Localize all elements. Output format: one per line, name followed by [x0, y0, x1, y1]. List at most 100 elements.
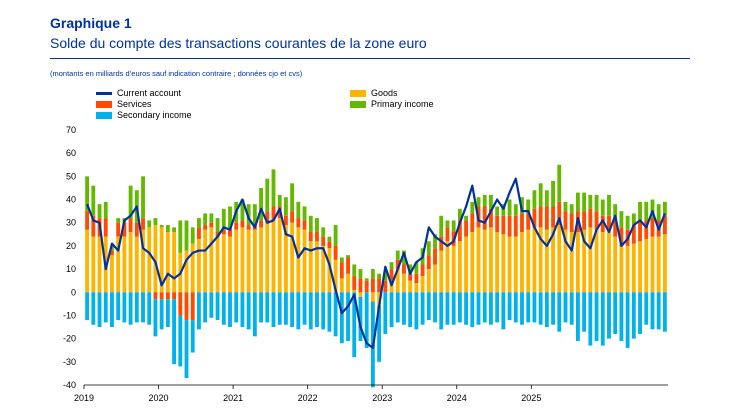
- bar-primary_income: [103, 201, 108, 219]
- bar-secondary_income: [203, 292, 208, 323]
- bar-primary_income: [551, 181, 555, 207]
- bar-goods: [321, 245, 326, 293]
- bar-goods: [544, 229, 549, 293]
- bar-primary_income: [588, 194, 593, 209]
- bar-goods: [513, 236, 518, 293]
- bar-secondary_income: [426, 292, 431, 321]
- bar-secondary_income: [662, 292, 667, 332]
- bar-goods: [482, 229, 487, 293]
- bar-secondary_income: [215, 292, 220, 321]
- bar-goods: [234, 229, 239, 293]
- bar-primary_income: [389, 262, 394, 270]
- bar-goods: [153, 225, 158, 293]
- bar-primary_income: [178, 220, 183, 253]
- bar-services: [501, 215, 506, 235]
- bar-goods: [408, 280, 413, 293]
- bar-goods: [501, 234, 506, 293]
- bar-services: [377, 278, 382, 293]
- y-tick-label: -20: [63, 334, 76, 344]
- bar-secondary_income: [619, 292, 624, 341]
- legend-swatch: [96, 100, 112, 108]
- bar-goods: [582, 229, 587, 293]
- y-tick-label: 50: [66, 171, 76, 181]
- y-tick-label: 60: [66, 148, 76, 158]
- bar-primary_income: [339, 257, 344, 263]
- bar-services: [203, 225, 208, 230]
- bar-goods: [265, 222, 270, 293]
- bar-services: [165, 292, 170, 300]
- bar-primary_income: [321, 227, 326, 237]
- bar-primary_income: [209, 213, 214, 223]
- legend-label: Current account: [117, 88, 182, 98]
- bar-goods: [569, 232, 574, 293]
- bar-services: [662, 215, 667, 235]
- bar-primary_income: [631, 213, 636, 226]
- bar-goods: [172, 232, 177, 293]
- bar-secondary_income: [339, 292, 344, 344]
- bar-goods: [420, 276, 425, 293]
- bar-secondary_income: [91, 292, 96, 325]
- bar-primary_income: [476, 197, 481, 207]
- bar-secondary_income: [594, 292, 599, 341]
- bar-secondary_income: [116, 292, 121, 321]
- bar-secondary_income: [551, 292, 555, 325]
- legend-services: Services: [96, 99, 152, 109]
- bar-goods: [414, 283, 419, 293]
- bar-secondary_income: [439, 292, 444, 330]
- bar-services: [246, 225, 251, 230]
- bar-goods: [538, 227, 543, 293]
- bar-primary_income: [172, 227, 177, 232]
- bar-primary_income: [165, 225, 170, 232]
- bar-secondary_income: [209, 292, 214, 318]
- bar-services: [526, 213, 531, 230]
- bar-goods: [426, 269, 431, 293]
- bar-services: [389, 269, 394, 283]
- bar-primary_income: [283, 197, 288, 216]
- bar-primary_income: [501, 204, 506, 216]
- bar-services: [302, 220, 307, 230]
- bar-primary_income: [190, 227, 195, 244]
- bar-secondary_income: [513, 292, 518, 323]
- bar-goods: [370, 292, 375, 302]
- legend-primary-income: Primary income: [350, 99, 434, 109]
- bar-primary_income: [638, 201, 642, 221]
- bar-goods: [557, 225, 562, 293]
- y-tick-label: -40: [63, 380, 76, 390]
- bar-goods: [445, 241, 450, 293]
- bar-secondary_income: [259, 292, 263, 323]
- bar-primary_income: [197, 218, 201, 228]
- bar-secondary_income: [644, 292, 649, 325]
- bar-services: [296, 218, 301, 228]
- bar-secondary_income: [85, 292, 90, 321]
- bar-services: [141, 218, 145, 230]
- y-tick-label: 30: [66, 218, 76, 228]
- bar-primary_income: [296, 201, 301, 219]
- x-tick-label: 2021: [223, 393, 243, 403]
- bar-secondary_income: [346, 292, 350, 341]
- legend-swatch: [96, 111, 112, 119]
- bar-secondary_income: [656, 292, 661, 330]
- bar-primary_income: [271, 169, 276, 207]
- bar-goods: [526, 229, 531, 293]
- bar-services: [638, 220, 642, 242]
- y-axis: 70 60 50 40 30 20 10 0 -10 -20 -30 -40: [63, 125, 76, 390]
- bar-services: [464, 220, 469, 237]
- bar-primary_income: [159, 225, 164, 228]
- bar-primary_income: [426, 241, 431, 256]
- x-axis: 2019 2020 2021 2022 2023 2024 2025: [74, 384, 668, 403]
- bar-secondary_income: [476, 292, 481, 325]
- bar-services: [395, 259, 400, 270]
- bar-goods: [327, 248, 332, 293]
- bar-services: [315, 232, 319, 242]
- bar-services: [209, 222, 214, 228]
- bar-goods: [439, 250, 444, 293]
- legend-goods: Goods: [350, 88, 398, 98]
- bar-services: [265, 211, 270, 223]
- bar-secondary_income: [495, 292, 500, 323]
- bar-secondary_income: [153, 299, 158, 337]
- bar-services: [215, 232, 220, 237]
- bar-primary_income: [644, 201, 649, 221]
- bar-goods: [551, 227, 555, 293]
- bar-services: [184, 292, 189, 321]
- bar-services: [159, 292, 164, 300]
